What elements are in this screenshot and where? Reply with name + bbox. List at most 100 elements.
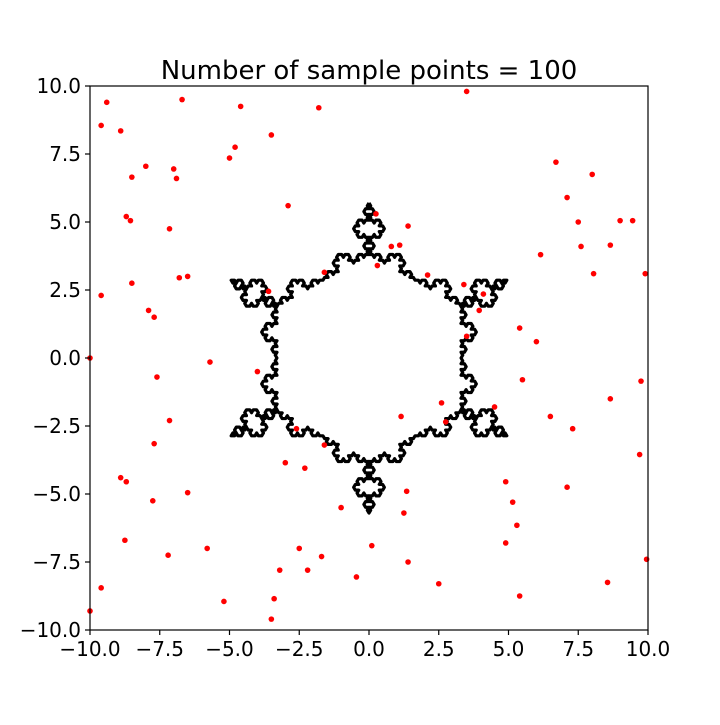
sample-point xyxy=(184,273,191,280)
sample-point xyxy=(117,474,124,481)
sample-point xyxy=(268,616,275,622)
sample-point xyxy=(166,226,173,232)
sample-point xyxy=(154,374,160,380)
sample-point xyxy=(629,217,636,224)
x-tick-label: −5.0 xyxy=(205,637,254,661)
sample-point xyxy=(373,211,379,217)
sample-point xyxy=(533,338,540,345)
sample-point xyxy=(265,288,272,295)
y-tick-label: −5.0 xyxy=(32,482,81,506)
y-tick-label: −7.5 xyxy=(32,550,81,574)
sample-point xyxy=(123,478,130,485)
y-axis: 10.0 7.5 5.0 2.5 0.0 −2.5 −5.0 −7.5 −10.0 xyxy=(20,74,90,642)
sample-point xyxy=(282,459,289,466)
sample-point xyxy=(617,217,623,224)
sample-point xyxy=(463,88,470,95)
sample-points xyxy=(87,88,650,622)
sample-point xyxy=(123,213,130,220)
sample-point xyxy=(604,579,611,586)
sample-point xyxy=(636,451,643,458)
sample-point xyxy=(388,243,395,250)
sample-point xyxy=(401,510,407,516)
sample-point xyxy=(516,593,523,599)
sample-point xyxy=(638,378,644,384)
y-tick-label: 10.0 xyxy=(36,74,81,98)
sample-point xyxy=(117,128,124,134)
sample-point xyxy=(514,522,520,529)
sample-point xyxy=(509,499,516,505)
sample-point xyxy=(575,219,582,225)
sample-point xyxy=(438,400,445,406)
sample-point xyxy=(607,242,614,248)
sample-point xyxy=(424,272,431,278)
sample-point xyxy=(353,574,360,580)
sample-point xyxy=(143,163,149,170)
sample-point xyxy=(502,540,509,546)
sample-point xyxy=(129,174,135,180)
sample-point xyxy=(302,465,308,471)
outline-path xyxy=(229,202,509,515)
sample-point xyxy=(405,223,411,229)
sample-point xyxy=(98,122,104,129)
sample-point xyxy=(537,251,544,258)
sample-point xyxy=(398,413,404,420)
sample-point xyxy=(553,159,559,165)
sample-point xyxy=(480,291,487,297)
sample-point xyxy=(151,314,157,321)
sample-point xyxy=(103,99,110,106)
x-axis: −10.0 −7.5 −5.0 −2.5 0.0 2.5 5.0 7.5 10.0 xyxy=(59,630,670,661)
sample-point xyxy=(98,585,104,591)
sample-point xyxy=(285,202,291,209)
sample-point xyxy=(293,425,300,432)
sample-point xyxy=(321,269,328,276)
sample-point xyxy=(173,175,180,182)
y-tick-label: 2.5 xyxy=(49,278,81,302)
sample-point xyxy=(578,243,584,250)
sample-point xyxy=(296,545,303,552)
sample-point xyxy=(145,307,152,314)
sample-point xyxy=(254,368,261,375)
koch-snowflake-outline xyxy=(229,202,509,515)
y-tick-label: −10.0 xyxy=(20,618,81,642)
sample-point xyxy=(184,489,191,496)
x-tick-label: 5.0 xyxy=(493,637,525,661)
sample-point xyxy=(318,553,325,560)
sample-point xyxy=(590,270,597,277)
chart-title: Number of sample points = 100 xyxy=(161,56,578,86)
sample-point xyxy=(442,419,449,425)
sample-point xyxy=(569,425,576,432)
sample-point xyxy=(516,325,523,331)
sample-point xyxy=(226,155,233,161)
sample-point xyxy=(98,292,104,299)
sample-point xyxy=(276,567,283,573)
sample-point xyxy=(304,567,311,573)
sample-point xyxy=(403,488,410,495)
x-tick-label: −2.5 xyxy=(275,637,324,661)
sample-point xyxy=(374,262,381,269)
sample-point xyxy=(547,413,554,420)
sample-point xyxy=(338,504,344,511)
sample-point xyxy=(166,417,173,424)
sample-point xyxy=(642,270,649,277)
sample-point xyxy=(204,545,210,552)
sample-point xyxy=(564,484,570,491)
sample-point xyxy=(207,359,213,365)
sample-point xyxy=(176,274,183,281)
sample-point xyxy=(476,307,483,314)
x-tick-label: −10.0 xyxy=(59,637,120,661)
sample-point xyxy=(149,498,156,504)
sample-point xyxy=(271,595,277,602)
sample-point xyxy=(232,144,238,150)
sample-point xyxy=(237,103,244,110)
sample-point xyxy=(315,104,322,111)
x-tick-label: 0.0 xyxy=(353,637,385,661)
sample-point xyxy=(179,96,185,103)
sample-point xyxy=(368,542,375,549)
x-tick-label: 7.5 xyxy=(562,637,594,661)
sample-point xyxy=(607,396,614,402)
x-tick-label: 10.0 xyxy=(626,637,671,661)
sample-point xyxy=(122,537,128,544)
sample-point xyxy=(463,333,470,340)
y-tick-label: 7.5 xyxy=(49,142,81,166)
sample-point xyxy=(435,580,442,587)
